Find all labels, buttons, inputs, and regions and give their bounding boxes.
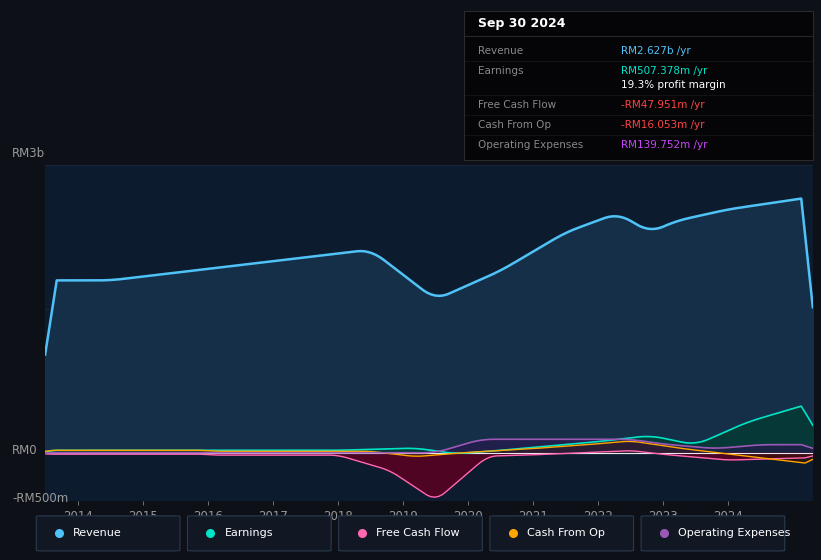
Text: Cash From Op: Cash From Op <box>478 120 551 130</box>
Text: Earnings: Earnings <box>224 529 273 538</box>
Text: Sep 30 2024: Sep 30 2024 <box>478 17 566 30</box>
FancyBboxPatch shape <box>36 516 180 551</box>
Text: -RM500m: -RM500m <box>12 492 69 505</box>
FancyBboxPatch shape <box>338 516 482 551</box>
Text: Free Cash Flow: Free Cash Flow <box>478 100 556 110</box>
Text: RM507.378m /yr: RM507.378m /yr <box>621 66 707 76</box>
FancyBboxPatch shape <box>490 516 634 551</box>
Text: Revenue: Revenue <box>73 529 122 538</box>
Text: RM3b: RM3b <box>12 147 45 160</box>
Text: Earnings: Earnings <box>478 66 523 76</box>
Text: RM0: RM0 <box>12 444 38 457</box>
Text: Operating Expenses: Operating Expenses <box>678 529 791 538</box>
Text: Cash From Op: Cash From Op <box>527 529 605 538</box>
Text: RM2.627b /yr: RM2.627b /yr <box>621 46 690 56</box>
Text: -RM16.053m /yr: -RM16.053m /yr <box>621 120 704 130</box>
Text: Free Cash Flow: Free Cash Flow <box>376 529 459 538</box>
Text: 19.3% profit margin: 19.3% profit margin <box>621 81 726 90</box>
Text: -RM47.951m /yr: -RM47.951m /yr <box>621 100 704 110</box>
Text: RM139.752m /yr: RM139.752m /yr <box>621 140 708 150</box>
Text: Revenue: Revenue <box>478 46 523 56</box>
Text: Operating Expenses: Operating Expenses <box>478 140 583 150</box>
FancyBboxPatch shape <box>187 516 331 551</box>
FancyBboxPatch shape <box>641 516 785 551</box>
